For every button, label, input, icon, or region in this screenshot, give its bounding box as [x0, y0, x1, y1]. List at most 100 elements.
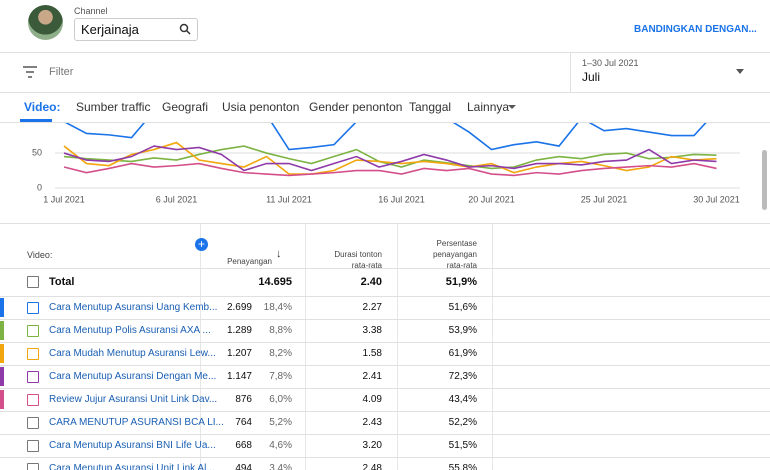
line-chart: 0 50 1 Jul 2021 6 Jul 2021 11 Jul 2021 16 Jul…	[32, 123, 740, 204]
column-header: rata-rata	[446, 261, 477, 270]
row-checkbox[interactable]	[27, 417, 39, 429]
x-tick-label: 16 Jul 2021	[378, 194, 425, 204]
column-header: penayangan	[432, 250, 477, 259]
avg-retention: 61,9%	[448, 348, 477, 359]
x-tick-label: 11 Jul 2021	[266, 194, 312, 204]
tab[interactable]: Usia penonton	[222, 100, 300, 114]
channel-name: Kerjainaja	[81, 22, 139, 37]
channel-avatar[interactable]	[28, 5, 63, 40]
tab[interactable]: Sumber traffic	[76, 100, 151, 114]
x-tick-label: 1 Jul 2021	[43, 194, 85, 204]
avg-retention: 52,2%	[448, 417, 477, 428]
row-checkbox[interactable]	[27, 325, 39, 337]
column-divider	[305, 224, 306, 470]
video-title[interactable]: Review Jujur Asuransi Unit Link Dav...	[49, 394, 218, 405]
views: 764	[235, 417, 252, 428]
video-title[interactable]: Cara Mudah Menutup Asuransi Lew...	[49, 348, 216, 359]
avg-retention: 55,8%	[448, 463, 477, 470]
series-line	[64, 123, 707, 151]
row-color-bar	[0, 344, 4, 363]
video-title[interactable]: Cara Menutup Asuransi Uang Kemb...	[49, 302, 218, 313]
avg-retention: 51,9%	[445, 276, 477, 288]
tab-underline	[20, 119, 52, 122]
date-range: 1–30 Jul 2021	[582, 58, 639, 68]
total-label: Total	[49, 276, 75, 288]
row-checkbox[interactable]	[27, 440, 39, 452]
video-title[interactable]: Cara Menutup Asuransi Dengan Me...	[49, 371, 217, 382]
tab[interactable]: Tanggal	[409, 100, 452, 114]
video-table: Video: + Penayangan Durasi tonton rata-rata P…	[0, 224, 770, 470]
avg-duration: 1.58	[362, 348, 382, 359]
row-border	[0, 319, 770, 320]
x-tick-label: 20 Jul 2021	[468, 194, 515, 204]
views: 876	[235, 394, 252, 405]
avg-duration: 2.40	[360, 276, 382, 288]
tab[interactable]: Lainnya	[467, 100, 510, 114]
row-checkbox[interactable]	[27, 302, 39, 314]
scrollbar[interactable]	[762, 150, 767, 210]
dropdown-arrow	[736, 69, 744, 74]
x-tick-label: 6 Jul 2021	[156, 194, 198, 204]
avg-duration: 3.38	[362, 325, 382, 336]
column-header: Durasi tonton	[334, 250, 382, 259]
view-share: 4,6%	[269, 440, 292, 451]
video-header: Video:	[27, 250, 53, 260]
row-color-bar	[0, 390, 4, 409]
video-title[interactable]: Cara Menutup Asuransi BNI Life Ua...	[49, 440, 216, 451]
x-tick-label: 30 Jul 2021	[693, 194, 740, 204]
row-border	[0, 434, 770, 435]
row-checkbox[interactable]	[27, 276, 39, 288]
column-header: Penayangan	[227, 257, 272, 266]
row-color-bar	[0, 367, 4, 386]
channel-label: Channel	[74, 6, 108, 16]
y-tick-label: 0	[37, 182, 42, 192]
header-border	[0, 268, 770, 269]
tab[interactable]: Video:	[24, 100, 61, 114]
y-tick-label: 50	[32, 147, 42, 157]
filter-icon[interactable]	[23, 66, 37, 78]
compare-button[interactable]: BANDINGKAN DENGAN...	[634, 24, 757, 35]
avg-retention: 43,4%	[448, 394, 477, 405]
tab-arrow	[508, 105, 516, 109]
column-divider	[492, 224, 493, 470]
row-checkbox[interactable]	[27, 371, 39, 383]
view-share: 8,2%	[269, 348, 292, 359]
row-border	[0, 411, 770, 412]
views: 1.147	[226, 371, 252, 382]
period-select[interactable]: Juli	[582, 70, 601, 84]
channel-search[interactable]: Kerjainaja	[74, 18, 198, 41]
series-line	[63, 145, 717, 170]
views: 494	[235, 463, 252, 470]
view-share: 7,8%	[269, 371, 292, 382]
view-share: 18,4%	[263, 302, 292, 313]
avg-duration: 2.27	[362, 302, 382, 313]
view-share: 5,2%	[269, 417, 292, 428]
row-checkbox[interactable]	[27, 463, 39, 470]
column-divider	[397, 224, 398, 470]
tab[interactable]: Geografi	[162, 100, 209, 114]
series-line	[63, 145, 717, 172]
avg-retention: 51,5%	[448, 440, 477, 451]
series-line	[63, 162, 717, 177]
row-border	[0, 457, 770, 458]
avg-duration: 4.09	[362, 394, 382, 405]
add-column-button[interactable]: +	[195, 238, 208, 251]
video-title[interactable]: CARA MENUTUP ASURANSI BCA LI...	[49, 417, 224, 428]
avg-retention: 72,3%	[448, 371, 477, 382]
row-checkbox[interactable]	[27, 348, 39, 360]
avg-duration: 3.20	[362, 440, 382, 451]
avg-duration: 2.48	[362, 463, 382, 470]
views: 14.695	[258, 276, 292, 288]
avg-retention: 53,9%	[448, 325, 477, 336]
row-border	[0, 342, 770, 343]
tab[interactable]: Gender penonton	[309, 100, 403, 114]
row-color-bar	[0, 321, 4, 340]
row-checkbox[interactable]	[27, 394, 39, 406]
video-title[interactable]: Cara Menutup Polis Asuransi AXA ...	[49, 325, 211, 336]
views: 668	[235, 440, 252, 451]
column-divider	[200, 224, 201, 470]
filter-input[interactable]: Filter	[49, 66, 74, 78]
views: 1.289	[226, 325, 252, 336]
video-title[interactable]: Cara Menutup Asuransi Unit Link Al...	[49, 463, 215, 470]
